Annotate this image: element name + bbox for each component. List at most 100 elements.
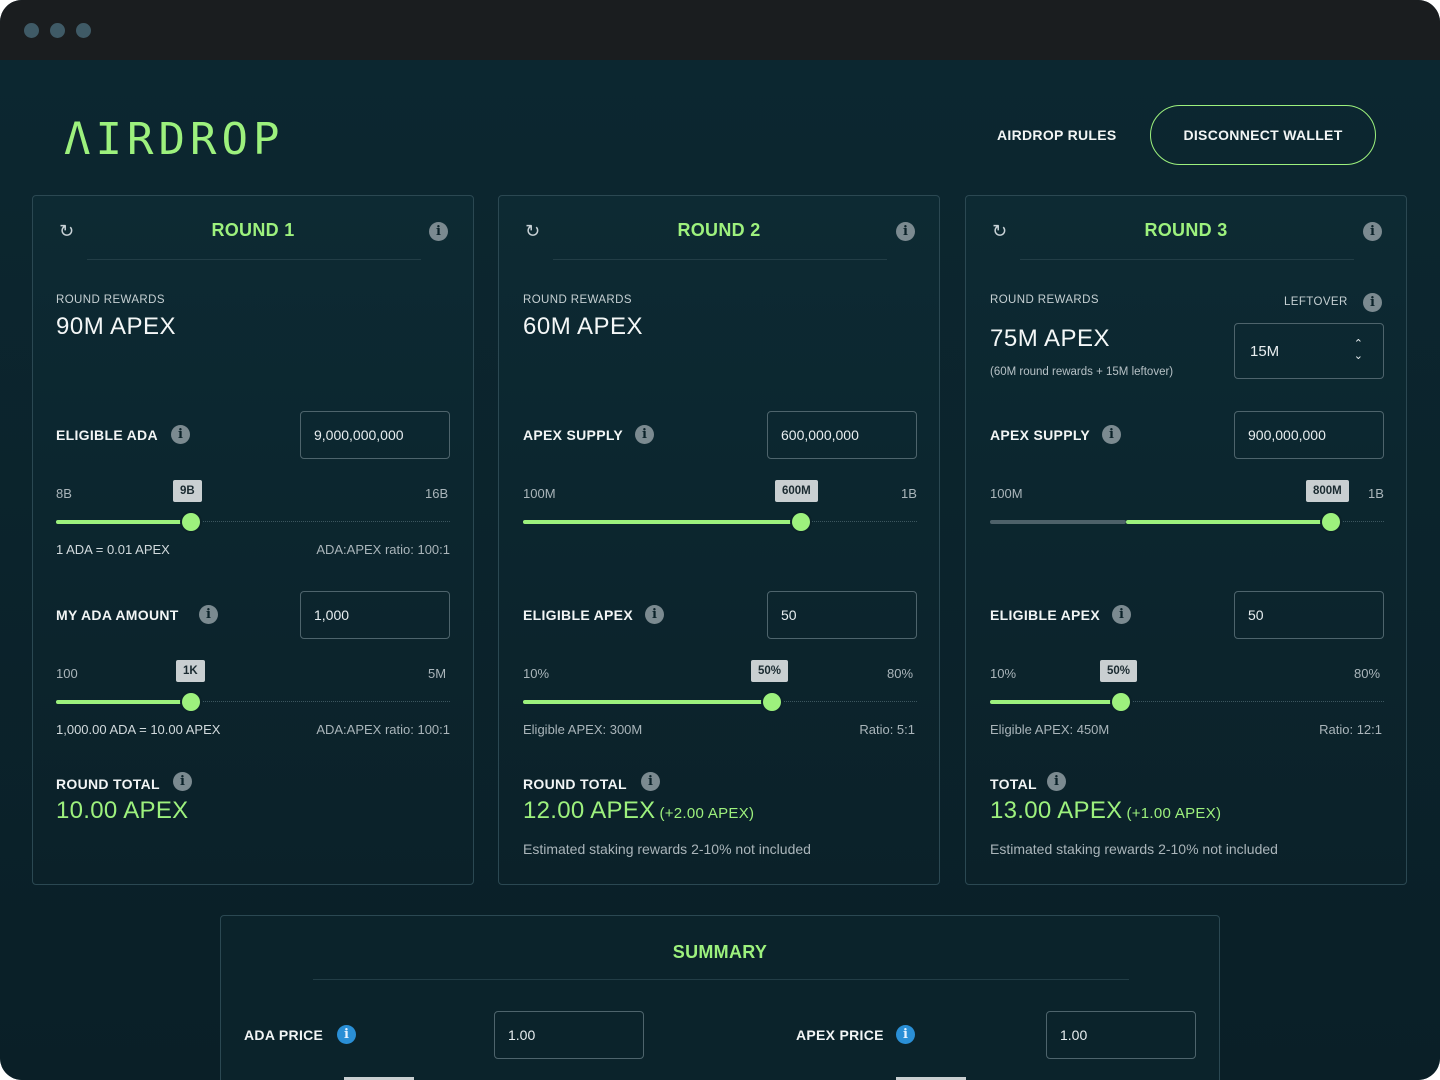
slider-tooltip-peek [896, 1077, 966, 1080]
range-max: 5M [428, 666, 447, 681]
range-max: 80% [887, 666, 914, 681]
info-icon[interactable]: i [1047, 772, 1066, 791]
total-amount: 12.00 APEX [523, 797, 656, 824]
airdrop-logo: ΛIRDROP [64, 114, 284, 165]
rewards-label: ROUND REWARDS [56, 294, 165, 306]
eligible-apex-slider[interactable]: 50% [523, 660, 917, 714]
eligible-ada-input[interactable] [300, 411, 450, 459]
field-label: MY ADA AMOUNT [56, 607, 179, 623]
info-icon[interactable]: i [896, 222, 915, 241]
total-value: 13.00 APEX (+1.00 APEX) [990, 797, 1221, 825]
eligible-apex-slider[interactable]: 50% [990, 660, 1384, 714]
info-icon[interactable]: i [337, 1025, 356, 1044]
summary-card: SUMMARY ADA PRICE i APEX PRICE i [220, 915, 1220, 1080]
info-icon[interactable]: i [173, 772, 192, 791]
field-label: ELIGIBLE APEX [990, 607, 1100, 623]
apex-price-input[interactable] [1046, 1011, 1196, 1059]
info-icon[interactable]: i [635, 425, 654, 444]
apex-supply-slider[interactable]: 600M [523, 480, 917, 534]
rewards-breakdown: (60M round rewards + 15M leftover) [990, 366, 1174, 378]
window-maximize-dot[interactable] [76, 23, 91, 38]
slider-thumb[interactable] [1112, 693, 1130, 711]
slider-tooltip: 1K [176, 660, 205, 682]
slider-fill [523, 520, 801, 524]
slider-thumb[interactable] [792, 513, 810, 531]
conversion-note: 1 ADA = 0.01 APEX [56, 542, 170, 557]
info-icon[interactable]: i [1102, 425, 1121, 444]
range-min: 10% [990, 666, 1017, 681]
info-icon[interactable]: i [429, 222, 448, 241]
slider-fill [1126, 520, 1331, 524]
refresh-icon[interactable]: ↻ [525, 221, 541, 241]
slider-tooltip: 800M [1306, 480, 1349, 502]
round-title: ROUND 1 [211, 220, 295, 240]
slider-tooltip: 50% [1100, 660, 1138, 682]
total-label: ROUND TOTAL [523, 776, 627, 792]
info-icon[interactable]: i [1363, 293, 1382, 312]
window-titlebar [0, 0, 1440, 60]
info-icon[interactable]: i [171, 425, 190, 444]
apex-supply-input[interactable] [767, 411, 917, 459]
divider [87, 259, 421, 260]
range-max: 80% [1354, 666, 1381, 681]
apex-supply-slider[interactable]: 800M [990, 480, 1384, 534]
refresh-icon[interactable]: ↻ [992, 221, 1008, 241]
eligible-apex-input[interactable] [767, 591, 917, 639]
field-label: ELIGIBLE APEX [523, 607, 633, 623]
my-ada-slider[interactable]: 1K [56, 660, 450, 714]
info-icon[interactable]: i [199, 605, 218, 624]
airdrop-rules-link[interactable]: AIRDROP RULES [997, 127, 1117, 143]
range-min: 100 [56, 666, 78, 681]
range-min: 10% [523, 666, 550, 681]
total-diff: (+1.00 APEX) [1126, 805, 1222, 822]
info-icon[interactable]: i [1112, 605, 1131, 624]
slider-track [56, 521, 450, 522]
slider-fill [990, 700, 1121, 704]
field-label: APEX SUPPLY [523, 427, 624, 443]
total-value: 10.00 APEX [56, 797, 189, 824]
slider-thumb[interactable] [763, 693, 781, 711]
divider [1020, 259, 1354, 260]
info-icon[interactable]: i [641, 772, 660, 791]
slider-tooltip-peek [344, 1077, 414, 1080]
disconnect-wallet-button[interactable]: DISCONNECT WALLET [1150, 105, 1376, 165]
summary-title: SUMMARY [672, 942, 768, 962]
info-icon[interactable]: i [896, 1025, 915, 1044]
apex-price-label: APEX PRICE [796, 1027, 884, 1043]
slider-track [990, 701, 1384, 702]
window-close-dot[interactable] [24, 23, 39, 38]
eligible-apex-note: Eligible APEX: 300M [523, 722, 643, 737]
eligible-apex-input[interactable] [1234, 591, 1384, 639]
estimate-note: Estimated staking rewards 2-10% not incl… [523, 841, 811, 857]
slider-tooltip: 600M [775, 480, 818, 502]
conversion-note: 1,000.00 ADA = 10.00 APEX [56, 722, 221, 737]
field-label: ELIGIBLE ADA [56, 427, 158, 443]
range-max: 1B [1368, 486, 1384, 501]
leftover-select[interactable]: 15M ⌃ ⌄ [1234, 323, 1384, 379]
info-icon[interactable]: i [645, 605, 664, 624]
my-ada-amount-input[interactable] [300, 591, 450, 639]
slider-thumb[interactable] [182, 513, 200, 531]
ada-price-input[interactable] [494, 1011, 644, 1059]
leftover-value: 15M [1250, 343, 1280, 360]
rewards-value: 60M APEX [523, 313, 644, 340]
ratio-note: ADA:APEX ratio: 100:1 [316, 722, 450, 737]
round-title: ROUND 3 [1144, 220, 1228, 240]
total-value: 12.00 APEX (+2.00 APEX) [523, 797, 754, 825]
refresh-icon[interactable]: ↻ [59, 221, 75, 241]
range-min: 100M [523, 486, 556, 501]
ratio-note: Ratio: 5:1 [859, 722, 915, 737]
estimate-note: Estimated staking rewards 2-10% not incl… [990, 841, 1278, 857]
round-3-card: ↻ ROUND 3 i ROUND REWARDS LEFTOVER i 75M… [965, 195, 1407, 885]
slider-fill [56, 520, 191, 524]
info-icon[interactable]: i [1363, 222, 1382, 241]
window-minimize-dot[interactable] [50, 23, 65, 38]
slider-thumb[interactable] [182, 693, 200, 711]
logo-text: IRDROP [95, 114, 285, 165]
ratio-note: ADA:APEX ratio: 100:1 [316, 542, 450, 557]
rewards-value: 75M APEX [990, 325, 1111, 352]
eligible-ada-slider[interactable]: 9B [56, 480, 450, 534]
slider-thumb[interactable] [1322, 513, 1340, 531]
apex-supply-input[interactable] [1234, 411, 1384, 459]
